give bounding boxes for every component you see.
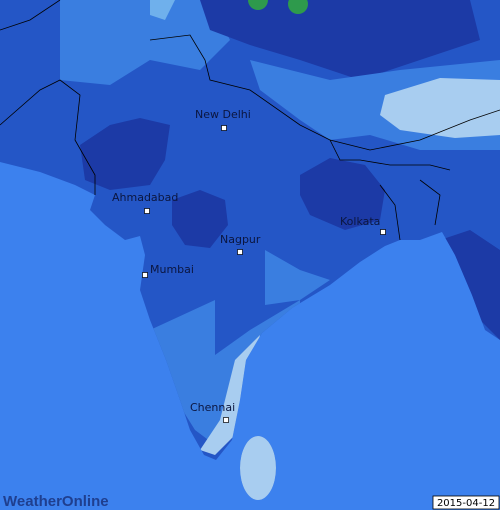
city-label: Mumbai <box>150 263 194 276</box>
city-label: New Delhi <box>195 108 251 121</box>
border <box>0 79 96 195</box>
precip-light <box>60 0 230 85</box>
border <box>0 0 61 31</box>
city-marker <box>144 208 150 214</box>
precip-very-light <box>380 78 500 138</box>
border <box>149 34 500 151</box>
precip-very-light <box>200 335 260 455</box>
brand-logo: WeatherOnline <box>3 493 109 510</box>
precip-green <box>248 0 268 10</box>
precip-heavy <box>80 118 170 190</box>
precip-very-light <box>238 434 278 500</box>
border <box>329 139 451 171</box>
city-label: Ahmadabad <box>112 191 178 204</box>
date-box <box>432 495 500 510</box>
precip-heavy <box>200 0 480 80</box>
city-label: Chennai <box>190 401 235 414</box>
date: 2015-04-12 <box>437 498 495 509</box>
borders <box>0 0 500 241</box>
precip-light <box>150 0 175 20</box>
city-marker <box>223 417 229 423</box>
precip-heavy <box>172 190 228 248</box>
city-label: Kolkata <box>340 215 380 228</box>
precip-heavy <box>300 158 385 230</box>
precip-light <box>265 250 330 305</box>
city-marker <box>221 125 227 131</box>
cities: New Delhi Ahmadabad Nagpur Kolkata Mumbai Che… <box>112 108 386 423</box>
city-label: Nagpur <box>220 233 261 246</box>
precip-green <box>288 0 308 14</box>
city-marker <box>237 249 243 255</box>
city-marker <box>380 229 386 235</box>
city-marker <box>142 272 148 278</box>
border <box>379 179 441 241</box>
